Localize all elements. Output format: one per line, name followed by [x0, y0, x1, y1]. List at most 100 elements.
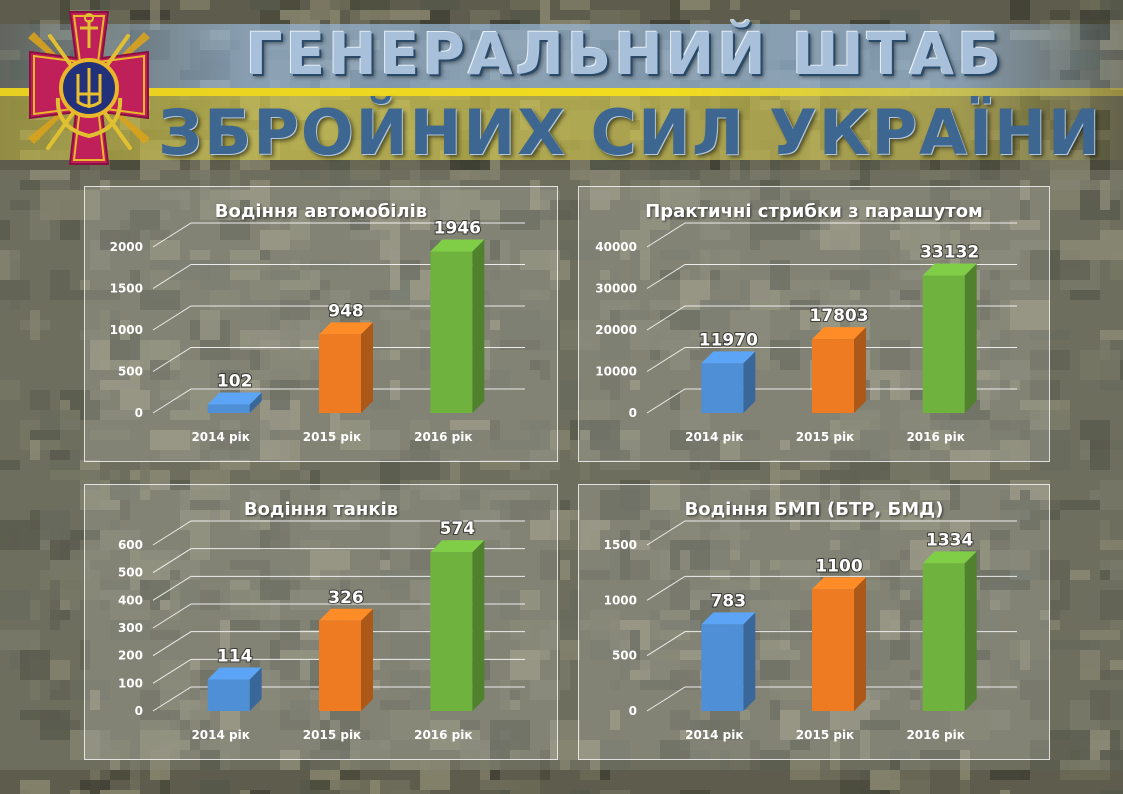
x-category-label: 2015 рік	[303, 430, 361, 444]
bar	[207, 679, 250, 711]
y-tick-label: 1500	[110, 282, 143, 296]
bar	[922, 275, 965, 413]
y-tick-label: 0	[629, 704, 637, 718]
gridline	[152, 575, 525, 601]
chart-title: Водіння БМП (БТР, БМД)	[684, 499, 944, 520]
bar-chart-cars: 0 500 1000 1500 2000 102 2014 рік 948 2015 рік 19…	[110, 217, 525, 444]
bar-chart-parachute: 0 10000 20000 30000 40000 11970 2014 рік 17803 2…	[595, 222, 1017, 444]
bar-value-label: 948	[328, 301, 364, 321]
bar	[430, 552, 473, 711]
bar-side	[743, 351, 756, 413]
bar-side	[964, 263, 977, 413]
gridline	[646, 575, 1017, 601]
bar-value-label: 1946	[434, 218, 481, 238]
bar	[812, 339, 854, 413]
bar-side	[472, 239, 485, 413]
bar-chart-tanks: 0 100 200 300 400 500 600 114 2014 рік 326 2015 рі…	[118, 518, 525, 742]
banner-blue-stripe	[0, 24, 1123, 96]
header-banner: ГЕНЕРАЛЬНИЙ ШТАБ ЗБРОЙНИХ СИЛ УКРАЇНИ	[0, 0, 1123, 170]
bar	[701, 624, 744, 711]
chart-title: Практичні стрибки з парашутом	[645, 201, 983, 222]
bar	[430, 251, 473, 413]
banner-yellow-stripe	[0, 88, 1123, 96]
bar	[207, 404, 250, 413]
header-title-line1: ГЕНЕРАЛЬНИЙ ШТАБ	[245, 20, 1005, 88]
armed-forces-cross-emblem-icon	[28, 11, 150, 165]
bar-side	[249, 667, 262, 711]
bar-side	[249, 392, 262, 413]
x-category-label: 2014 рік	[191, 728, 249, 742]
bar-value-label: 102	[217, 372, 253, 392]
bar-top	[430, 239, 485, 252]
bar-value-label: 11970	[699, 330, 758, 350]
gridline	[152, 222, 525, 248]
bar-top	[319, 608, 373, 621]
gridline	[152, 686, 525, 712]
gridline	[152, 603, 525, 629]
y-tick-label: 500	[118, 566, 143, 580]
y-tick-label: 100	[118, 676, 143, 690]
bar-top	[207, 667, 262, 680]
bar-top	[812, 577, 866, 590]
y-tick-label: 300	[118, 621, 143, 635]
bar-side	[854, 577, 866, 711]
x-category-label: 2015 рік	[796, 430, 854, 444]
bar-top	[207, 392, 262, 405]
bar	[319, 620, 361, 711]
y-tick-label: 30000	[595, 282, 637, 296]
gridline	[152, 305, 525, 331]
x-category-label: 2016 рік	[906, 728, 964, 742]
bar-side	[361, 608, 373, 711]
header-title-line2: ЗБРОЙНИХ СИЛ УКРАЇНИ	[158, 96, 1102, 169]
gridline	[646, 686, 1017, 712]
bar-value-label: 17803	[809, 306, 868, 326]
x-category-label: 2014 рік	[685, 728, 743, 742]
banner-olive-stripe	[0, 96, 1123, 160]
gridline	[646, 388, 1017, 414]
gridline	[646, 264, 1017, 289]
bar-side	[964, 551, 977, 711]
bar-top	[922, 263, 977, 276]
gridline	[646, 520, 1017, 546]
chart-title: Водіння танків	[243, 499, 399, 520]
x-category-label: 2016 рік	[414, 728, 472, 742]
bar-top	[430, 540, 485, 553]
x-category-label: 2014 рік	[685, 430, 743, 444]
y-tick-label: 400	[118, 593, 143, 607]
chart-panel-cars: Водіння автомобілів 0 500 1000 1500 2000 102 2…	[84, 186, 558, 462]
y-tick-label: 1000	[604, 593, 637, 607]
gridline	[152, 631, 525, 657]
bar	[922, 563, 965, 711]
y-tick-label: 40000	[595, 240, 637, 254]
bar-value-label: 1334	[926, 530, 973, 550]
bar-side	[743, 612, 756, 711]
bar-side	[361, 322, 373, 413]
gridline	[152, 388, 525, 414]
x-category-label: 2016 рік	[906, 430, 964, 444]
y-tick-label: 500	[612, 649, 637, 663]
y-tick-label: 2000	[110, 240, 143, 254]
y-tick-label: 20000	[595, 323, 637, 337]
bar-value-label: 783	[711, 591, 747, 611]
bar-side	[472, 540, 485, 711]
chart-panel-tanks: Водіння танків 0 100 200 300 400 500 600 114 201…	[84, 484, 558, 760]
gridline	[152, 658, 525, 684]
bar-value-label: 1100	[815, 556, 862, 576]
bar-value-label: 33132	[920, 243, 979, 263]
bar-side	[854, 327, 866, 413]
y-tick-label: 1500	[604, 538, 637, 552]
bar-top	[701, 612, 756, 625]
bar	[319, 334, 361, 413]
gridline	[152, 264, 525, 289]
bar-chart-ifv: 0 500 1000 1500 783 2014 рік 1100 2015 рік 1334 2…	[604, 520, 1017, 742]
bar-top	[812, 327, 866, 340]
y-tick-label: 0	[135, 704, 143, 718]
gridline	[646, 222, 1017, 248]
y-tick-label: 600	[118, 538, 143, 552]
y-tick-label: 1000	[110, 323, 143, 337]
y-tick-label: 500	[118, 365, 143, 379]
y-tick-label: 0	[629, 406, 637, 420]
bar	[701, 363, 744, 413]
gridline	[646, 305, 1017, 331]
bar	[812, 589, 854, 711]
